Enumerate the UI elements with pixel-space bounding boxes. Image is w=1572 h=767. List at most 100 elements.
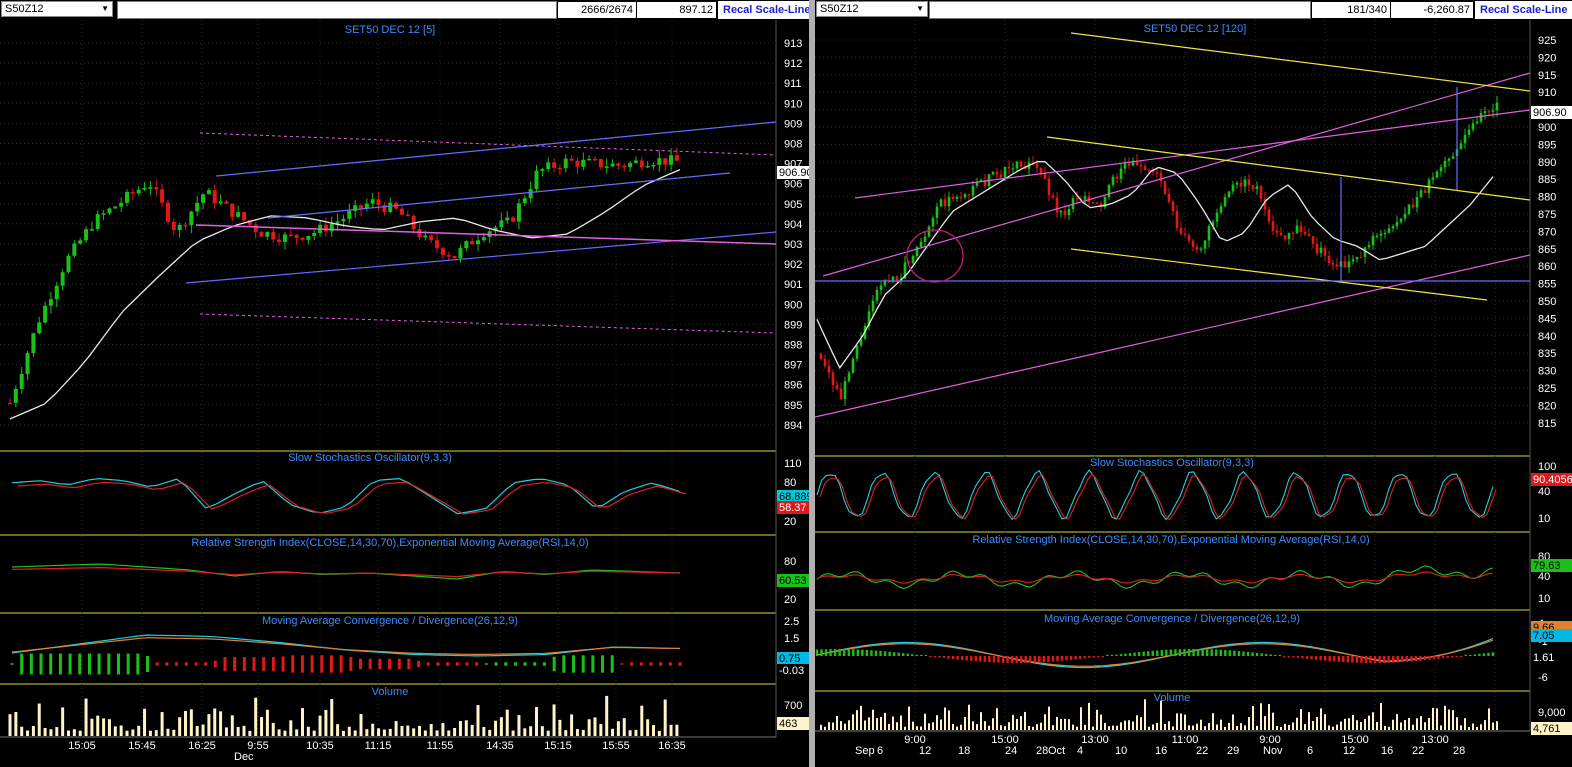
volume-bar [1180, 713, 1182, 730]
stochastic-title: Slow Stochastics Oscillator(9,3,3) [288, 452, 452, 464]
candle-body [663, 158, 668, 165]
volume-bar [1252, 706, 1254, 730]
volume-bar [137, 725, 141, 736]
candle-body [224, 201, 229, 204]
right-symbol-select[interactable]: S50Z12 ▼ [816, 1, 928, 17]
volume-bar [382, 729, 386, 736]
candle-body [669, 155, 674, 165]
price-tick-label: 898 [784, 340, 802, 352]
macd-histogram-bar [49, 653, 53, 675]
macd-histogram-bar [1423, 656, 1427, 661]
candle-body [1247, 179, 1251, 186]
pane-divider[interactable] [809, 0, 815, 767]
candle-body [399, 208, 404, 215]
last-price-badge: 906.90 [779, 167, 809, 179]
candle-body [1051, 195, 1055, 198]
macd-histogram-bar [1323, 656, 1327, 661]
date-axis-label: 29 [1227, 745, 1239, 757]
candle-body [1255, 186, 1259, 189]
macd-histogram-bar [562, 655, 566, 673]
candle-body [376, 199, 381, 206]
volume-bar [447, 730, 451, 736]
macd-histogram-bar [1196, 649, 1200, 656]
macd-histogram-bar [1024, 656, 1027, 663]
macd-histogram-bar [1274, 654, 1277, 656]
macd-histogram-bar [1033, 656, 1036, 663]
macd-histogram-bar [1051, 656, 1055, 662]
candle-body [1287, 232, 1291, 240]
macd-signal-badge: -0.03 [779, 665, 804, 677]
macd-histogram-bar [1364, 656, 1368, 663]
volume-bar [1000, 725, 1002, 730]
macd-histogram-bar [1242, 651, 1245, 656]
stoch-tick: 40 [1538, 486, 1550, 498]
macd-histogram-bar [184, 662, 188, 666]
candle-body [1483, 111, 1487, 114]
volume-bar [912, 721, 914, 730]
volume-bar [330, 699, 334, 736]
macd-histogram-bar [1088, 656, 1091, 658]
volume-bar [166, 728, 170, 736]
candle-body [1435, 171, 1439, 178]
macd-histogram-bar [1165, 649, 1168, 656]
macd-histogram-bar [58, 653, 62, 675]
macd-histogram-bar [668, 662, 672, 666]
volume-bar [1404, 720, 1406, 730]
date-axis-label: 10 [1115, 745, 1127, 757]
volume-bar [1164, 723, 1166, 730]
volume-bar [1076, 726, 1078, 730]
volume-bar [1416, 718, 1418, 730]
rsi-tick: 80 [784, 556, 796, 568]
macd-histogram-bar [1355, 656, 1359, 663]
volume-bar [581, 729, 585, 736]
candle-body [939, 199, 943, 207]
left-recal-scale-button[interactable]: Recal Scale-Line [718, 1, 809, 19]
candle-body [1439, 167, 1443, 172]
right-chart-svg[interactable]: 9259209159109059008958908858808758708658… [815, 20, 1572, 767]
price-tick-label: 899 [784, 319, 802, 331]
volume-bar [96, 715, 100, 736]
candle-body [1071, 198, 1075, 209]
time-axis-label: 14:35 [486, 740, 514, 752]
candle-body [1007, 166, 1011, 169]
volume-bar [1176, 713, 1178, 730]
candle-body [48, 299, 53, 306]
macd-histogram-bar [1405, 656, 1408, 662]
candle-body [867, 311, 871, 327]
volume-bar [1032, 726, 1034, 730]
volume-bar [277, 729, 281, 736]
macd-histogram-bar [194, 662, 198, 666]
time-axis-label: 16:35 [658, 740, 686, 752]
right-recal-scale-button[interactable]: Recal Scale-Line [1475, 1, 1572, 19]
candle-body [633, 160, 638, 163]
macd-histogram-bar [1387, 656, 1390, 663]
candle-body [66, 255, 71, 273]
macd-histogram-bar [951, 656, 955, 660]
left-chart-svg[interactable]: 9139129119109099089079069059049039029019… [0, 20, 809, 767]
chevron-down-icon: ▼ [101, 4, 109, 13]
candle-body [851, 358, 855, 373]
right-cursor-value: -6,260.87 [1391, 2, 1473, 18]
candle-body [943, 199, 947, 207]
volume-bar [1308, 712, 1310, 730]
macd-histogram-bar [992, 656, 996, 663]
macd-histogram-bar [1342, 656, 1345, 663]
trendline-yellow-top [1070, 32, 1531, 92]
volume-bar [960, 724, 962, 730]
volume-bar [341, 730, 345, 736]
candle-body [19, 374, 24, 389]
volume-bar [1136, 715, 1138, 730]
candle-body [312, 232, 317, 236]
macd-histogram-bar [843, 649, 846, 656]
macd-histogram-bar [1006, 656, 1009, 663]
volume-bar [318, 715, 322, 736]
volume-bar [248, 730, 252, 736]
volume-bar [1148, 726, 1150, 730]
macd-histogram-bar [1124, 653, 1127, 656]
left-symbol-select[interactable]: S50Z12 ▼ [1, 1, 113, 17]
candle-body [1131, 160, 1135, 166]
volume-bar [1024, 711, 1026, 730]
candle-body [1199, 248, 1203, 250]
last-price-badge: 906.90 [1533, 107, 1567, 119]
candle-body [855, 345, 859, 359]
